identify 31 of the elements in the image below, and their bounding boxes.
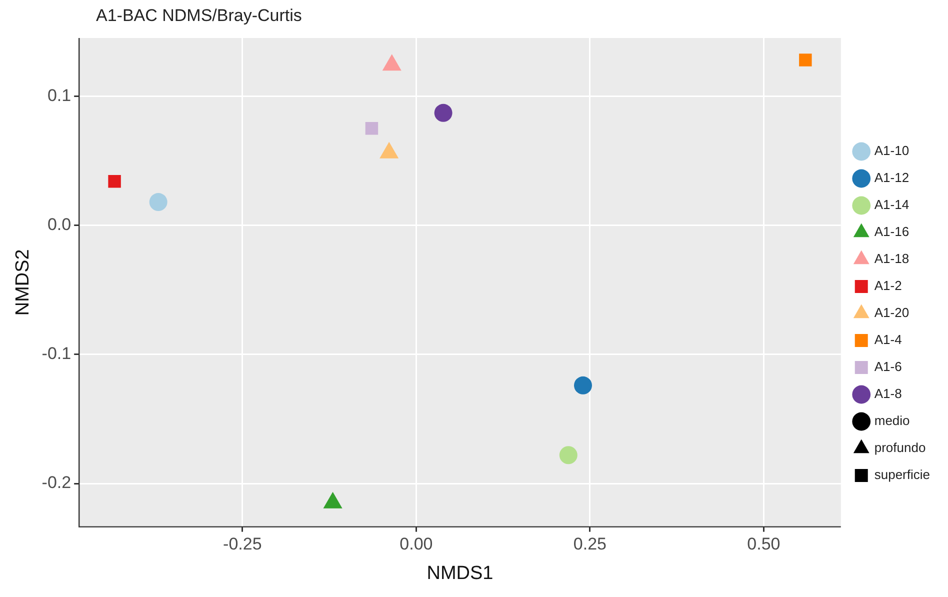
legend-label: A1-20 [874,305,910,320]
point [365,122,378,135]
point [149,193,168,212]
legend-label: A1-16 [874,224,910,240]
legend-label: A1-8 [874,386,902,402]
y-tick-label: 0.0 [47,214,72,234]
x-tick-label: 0.25 [573,534,606,554]
legend-label: A1-10 [874,143,910,158]
legend-label: medio [874,413,910,428]
y-tick-label: -0.2 [42,473,72,492]
legend-label: A1-12 [874,170,910,186]
legend-label: A1-14 [874,197,910,212]
y-tick-label: -0.1 [42,344,72,364]
legend-label: superficie [874,467,930,482]
legend-label: profundo [874,440,926,456]
legend-label: A1-6 [874,359,902,374]
y-axis-title: NMDS2 [12,249,34,316]
x-tick-label: 0.00 [400,534,433,554]
x-tick-label: -0.25 [223,534,262,554]
x-axis-title: NMDS1 [426,562,494,584]
legend-label: A1-4 [874,332,902,348]
y-tick-label: 0.1 [47,86,72,105]
point [799,54,812,66]
legend-label: A1-18 [874,251,910,266]
x-tick-label: 0.50 [747,534,780,554]
legend-label: A1-2 [874,278,902,294]
point [574,376,592,394]
point [434,104,452,122]
point [559,446,578,464]
point [108,174,121,188]
chart-title: A1-BAC NDMS/Bray-Curtis [96,6,302,26]
